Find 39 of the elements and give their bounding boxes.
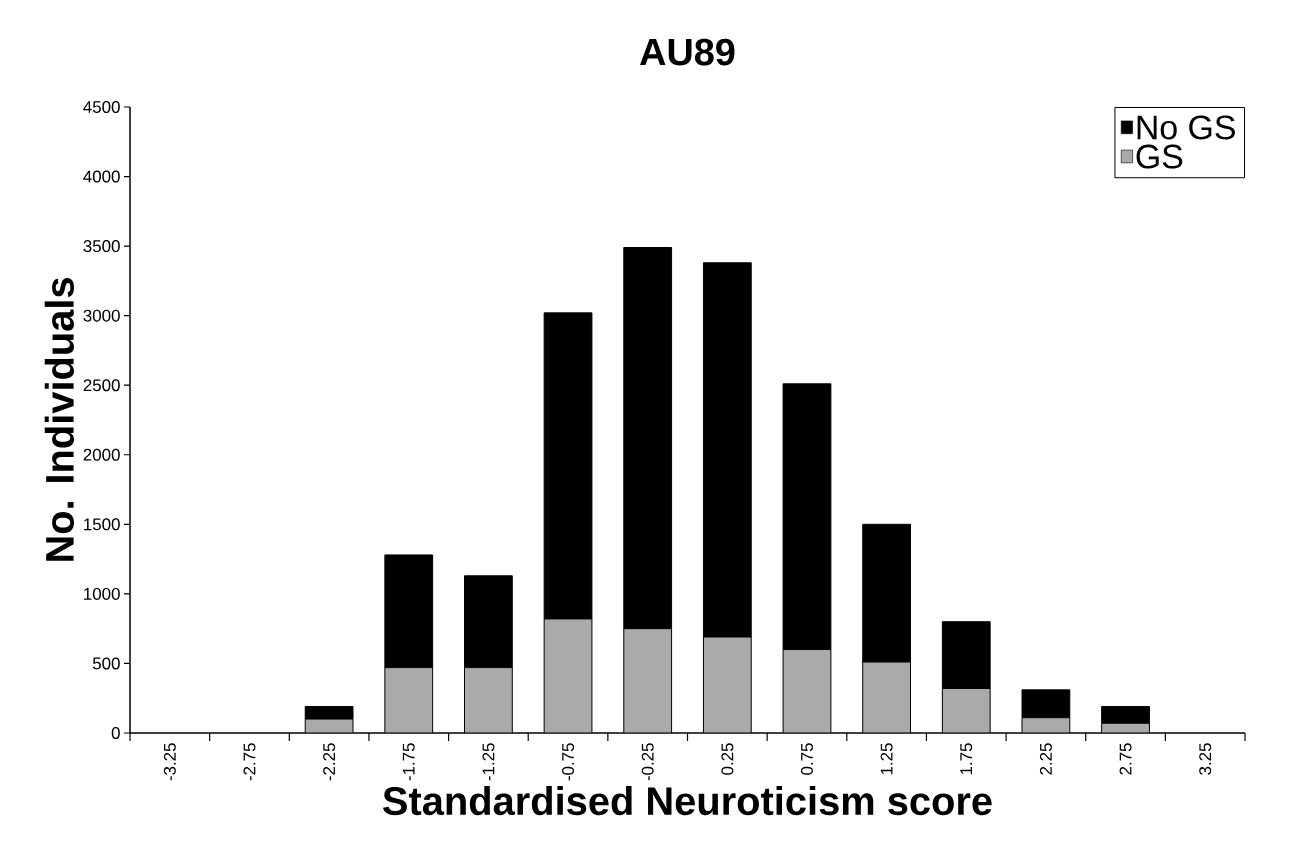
bar	[941, 621, 991, 689]
x-tick-label: 1.25	[880, 743, 893, 775]
x-tick-label: -1.75	[402, 743, 415, 781]
bar	[862, 661, 912, 733]
bar	[543, 618, 593, 733]
y-tick-label: 500	[92, 657, 120, 670]
x-axis-title: Standardised Neuroticism score	[383, 785, 992, 816]
y-tick-label: 3500	[83, 240, 120, 253]
x-tick-label: 0.75	[800, 743, 813, 775]
legend-label: No GS	[1137, 115, 1235, 140]
bar	[623, 628, 673, 733]
legend-label: GS	[1136, 144, 1183, 169]
y-tick-label: 2500	[83, 379, 120, 392]
x-tick-label: 2.75	[1119, 743, 1132, 775]
y-tick-label: 1000	[84, 587, 120, 600]
y-axis-title: No. Individuals	[44, 278, 74, 561]
x-tick-label: 2.25	[1039, 743, 1052, 775]
y-tick-label: 4000	[83, 170, 120, 183]
bar	[384, 667, 434, 733]
x-tick-label: 0.25	[721, 743, 734, 775]
y-tick-label: 0	[111, 726, 120, 739]
x-tick-label: 3.25	[1199, 743, 1212, 775]
x-tick-label: -0.75	[562, 743, 575, 781]
y-tick-label: 3000	[83, 309, 120, 322]
bar	[941, 687, 991, 733]
y-tick-label: 4500	[83, 100, 120, 113]
x-tick-label: -1.25	[482, 743, 495, 781]
x-tick-label: 1.75	[960, 743, 973, 775]
bar	[464, 667, 513, 733]
x-tick-label: -2.75	[243, 743, 256, 781]
x-tick-label: -0.25	[641, 743, 654, 781]
bar	[782, 649, 832, 733]
y-tick-label: 2000	[83, 448, 120, 461]
bar	[1021, 689, 1071, 719]
bar	[702, 636, 752, 733]
x-tick-label: -3.25	[163, 743, 176, 781]
y-tick-label: 1500	[84, 518, 120, 531]
chart-title: AU89	[640, 38, 735, 66]
x-tick-label: -2.25	[323, 743, 336, 781]
